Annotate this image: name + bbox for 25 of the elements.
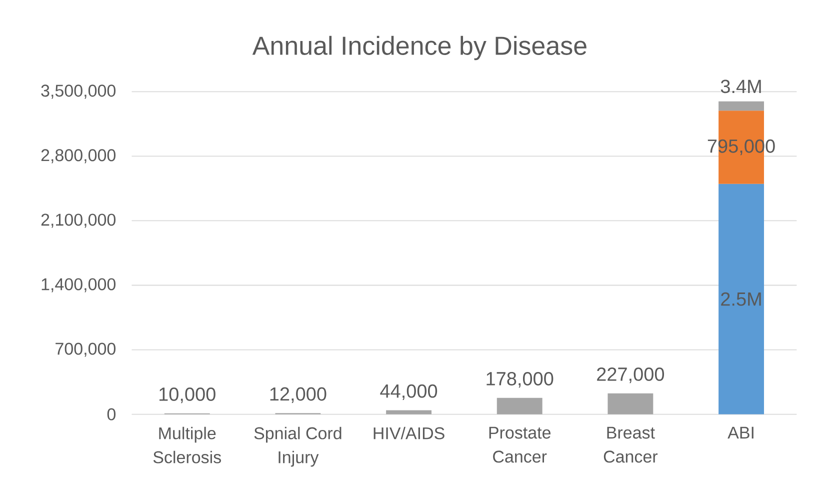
total-label: 3.4M [720,80,761,94]
bar [718,184,764,414]
chart-title: Annual Incidence by Disease [252,36,586,60]
x-tick-label: ABI [728,426,754,439]
bar [608,393,654,414]
data-label: 44,000 [380,384,438,400]
y-tick-label: 700,000 [56,342,116,357]
y-tick-label: 3,500,000 [41,84,116,99]
x-tick-label: HIV/AIDS [374,426,444,440]
x-tick-label: Breast Cancer [604,426,658,463]
x-tick-label: Spnial Cord Injury [254,426,342,467]
data-label: 227,000 [597,367,664,384]
x-tick-label: Multiple Sclerosis [153,426,221,464]
y-tick-label: 2,100,000 [41,214,116,228]
data-label: 12,000 [270,387,326,403]
bar [496,398,542,414]
bar [386,410,432,414]
y-tick-label: 1,400,000 [42,278,116,292]
bar [718,101,764,111]
y-tick-label: 0 [107,408,116,420]
data-label: 10,000 [160,387,216,404]
data-label: 2.5M [721,292,761,306]
data-label: 178,000 [486,372,554,388]
x-tick-label: Prostate Cancer [489,426,551,463]
y-tick-label: 2,800,000 [41,149,116,164]
